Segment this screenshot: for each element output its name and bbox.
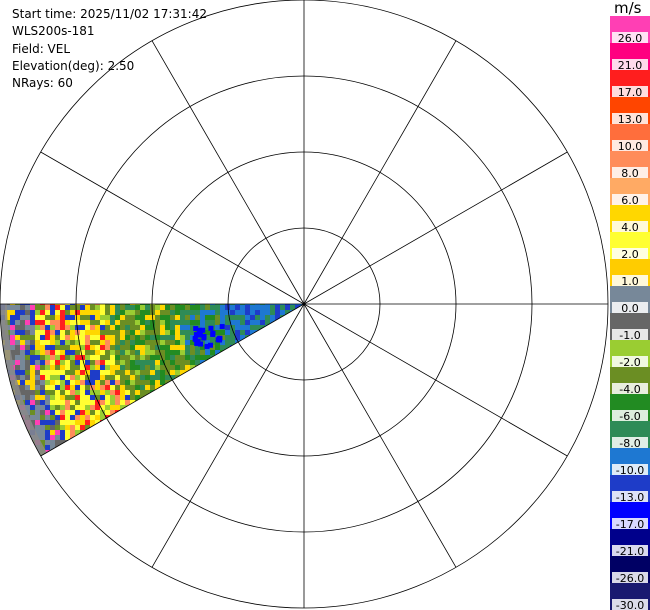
colorbar-tick-label: 26.0 bbox=[618, 32, 643, 45]
colorbar-tick-label: 6.0 bbox=[621, 194, 639, 207]
colorbar-units: m/s bbox=[614, 0, 642, 17]
nrays-label: NRays: 60 bbox=[12, 76, 73, 91]
colorbar-tick-label: 13.0 bbox=[618, 113, 643, 126]
colorbar: 26.0 21.0 17.0 13.0 10.0 8.0 6.0 4.0 2.0 1.0 0.0 -1… bbox=[610, 16, 650, 610]
colorbar-tick-label: -6.0 bbox=[619, 410, 640, 423]
colorbar-tick-label: 21.0 bbox=[618, 59, 643, 72]
colorbar-tick-label: 1.0 bbox=[621, 275, 639, 288]
field-label: Field: VEL bbox=[12, 41, 71, 56]
colorbar-tick-label: 2.0 bbox=[621, 248, 639, 261]
scan-info: Start time: 2025/11/02 17:31:42 WLS200s-… bbox=[12, 6, 207, 92]
colorbar-tick-label: -17.0 bbox=[616, 518, 644, 531]
colorbar-tick-label: -10.0 bbox=[616, 464, 644, 477]
elevation-label: Elevation(deg): 2.50 bbox=[12, 58, 135, 73]
polar-grid bbox=[0, 0, 609, 609]
instrument-label: WLS200s-181 bbox=[12, 24, 95, 39]
colorbar-tick-label: -2.0 bbox=[619, 356, 640, 369]
colorbar-tick-label: -8.0 bbox=[619, 437, 640, 450]
velocity-sector bbox=[0, 304, 304, 456]
colorbar-tick-label: 0.0 bbox=[621, 302, 639, 315]
colorbar-tick-label: -1.0 bbox=[619, 329, 640, 342]
colorbar-tick-label: -26.0 bbox=[616, 572, 644, 585]
colorbar-tick-label: -30.0 bbox=[616, 599, 644, 610]
colorbar-tick-label: 10.0 bbox=[618, 140, 643, 153]
colorbar-tick-label: -4.0 bbox=[619, 383, 640, 396]
colorbar-tick-label: 17.0 bbox=[618, 86, 643, 99]
colorbar-tick-label: -13.0 bbox=[616, 491, 644, 504]
colorbar-tick-label: -21.0 bbox=[616, 545, 644, 558]
colorbar-tick-label: 4.0 bbox=[621, 221, 639, 234]
colorbar-tick-label: 8.0 bbox=[621, 167, 639, 180]
start-time-label: Start time: 2025/11/02 17:31:42 bbox=[12, 7, 207, 21]
